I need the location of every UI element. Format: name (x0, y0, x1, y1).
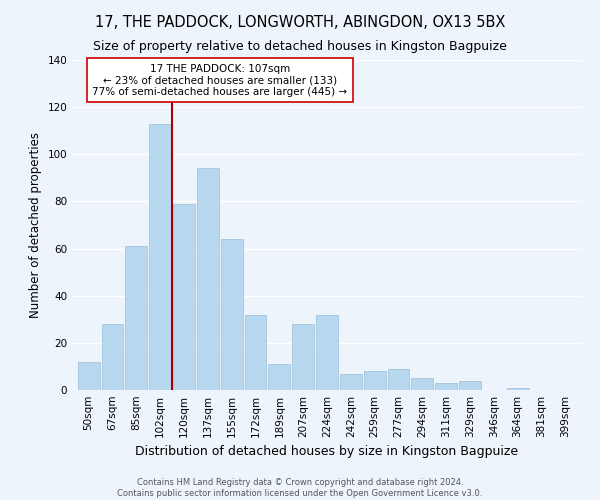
Bar (506, 388, 529, 390)
Bar (316, 314, 338, 390)
Bar (221, 239, 242, 390)
Bar (245, 314, 266, 390)
Text: Contains HM Land Registry data © Crown copyright and database right 2024.
Contai: Contains HM Land Registry data © Crown c… (118, 478, 482, 498)
Bar (412, 378, 433, 390)
Bar (78, 362, 100, 390)
Bar (197, 168, 219, 390)
Bar (101, 324, 124, 390)
Text: 17, THE PADDOCK, LONGWORTH, ABINGDON, OX13 5BX: 17, THE PADDOCK, LONGWORTH, ABINGDON, OX… (95, 15, 505, 30)
Bar (388, 369, 409, 390)
Bar (340, 374, 362, 390)
Text: 17 THE PADDOCK: 107sqm
← 23% of detached houses are smaller (133)
77% of semi-de: 17 THE PADDOCK: 107sqm ← 23% of detached… (92, 64, 347, 96)
Text: Size of property relative to detached houses in Kingston Bagpuize: Size of property relative to detached ho… (93, 40, 507, 53)
Bar (459, 380, 481, 390)
Bar (292, 324, 314, 390)
Y-axis label: Number of detached properties: Number of detached properties (29, 132, 42, 318)
Bar (268, 364, 290, 390)
Bar (125, 246, 148, 390)
Bar (149, 124, 171, 390)
Bar (364, 371, 386, 390)
X-axis label: Distribution of detached houses by size in Kingston Bagpuize: Distribution of detached houses by size … (136, 446, 518, 458)
Bar (435, 383, 457, 390)
Bar (173, 204, 195, 390)
